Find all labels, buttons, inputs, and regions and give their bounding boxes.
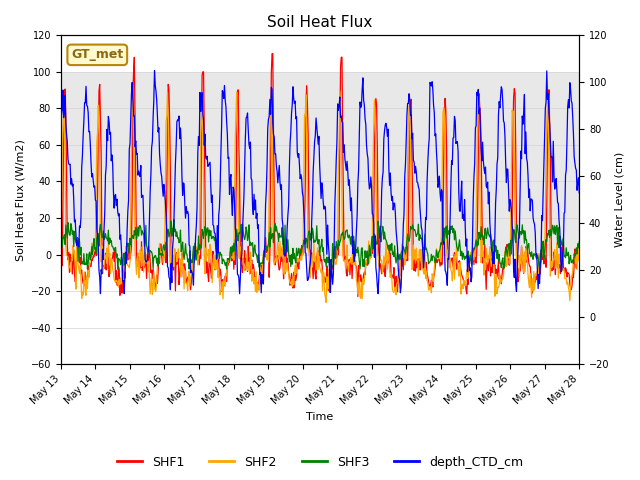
Bar bbox=[61, 72, 579, 254]
Y-axis label: Water Level (cm): Water Level (cm) bbox=[615, 152, 625, 247]
Title: Soil Heat Flux: Soil Heat Flux bbox=[268, 15, 372, 30]
Text: GT_met: GT_met bbox=[71, 48, 124, 61]
X-axis label: Time: Time bbox=[307, 412, 333, 422]
Legend: SHF1, SHF2, SHF3, depth_CTD_cm: SHF1, SHF2, SHF3, depth_CTD_cm bbox=[112, 451, 528, 474]
Y-axis label: Soil Heat Flux (W/m2): Soil Heat Flux (W/m2) bbox=[15, 139, 25, 261]
